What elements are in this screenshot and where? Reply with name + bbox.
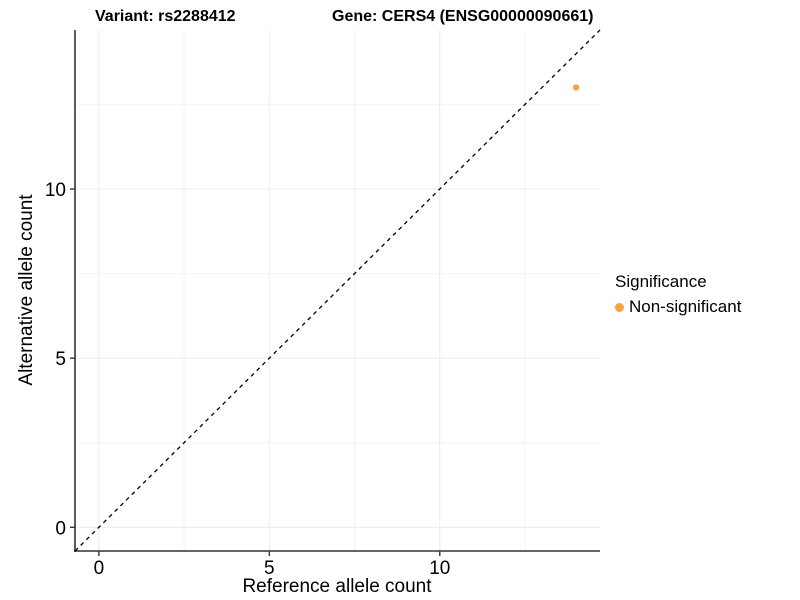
legend-title: Significance xyxy=(615,272,707,291)
tick-marks xyxy=(70,188,441,556)
y-tick-label: 5 xyxy=(55,349,66,370)
y-axis-title: Alternative allele count xyxy=(16,194,37,386)
identity-line xyxy=(74,29,601,552)
x-tick-label: 5 xyxy=(264,558,275,579)
major-gridlines xyxy=(75,30,600,551)
data-points xyxy=(572,84,580,91)
x-tick-label: 0 xyxy=(94,558,105,579)
legend-key-dot-icon xyxy=(615,302,624,312)
plot-title-gene: Gene: CERS4 (ENSG00000090661) xyxy=(332,8,594,25)
legend-item-non-significant: Non-significant xyxy=(615,297,741,317)
legend-item-label: Non-significant xyxy=(629,297,742,316)
y-tick-label: 10 xyxy=(45,180,66,201)
plot-title-variant: Variant: rs2288412 xyxy=(95,8,236,25)
identity-dashed-line xyxy=(74,29,601,552)
minor-gridlines xyxy=(75,30,600,551)
data-point xyxy=(572,84,580,91)
tick-labels: 0 5 10 0 5 10 xyxy=(45,180,450,579)
y-tick-label: 0 xyxy=(55,518,66,539)
legend: Significance Non-significant xyxy=(615,272,741,317)
x-tick-label: 10 xyxy=(429,558,450,579)
axis-lines xyxy=(74,30,600,552)
x-axis-title: Reference allele count xyxy=(242,576,432,597)
